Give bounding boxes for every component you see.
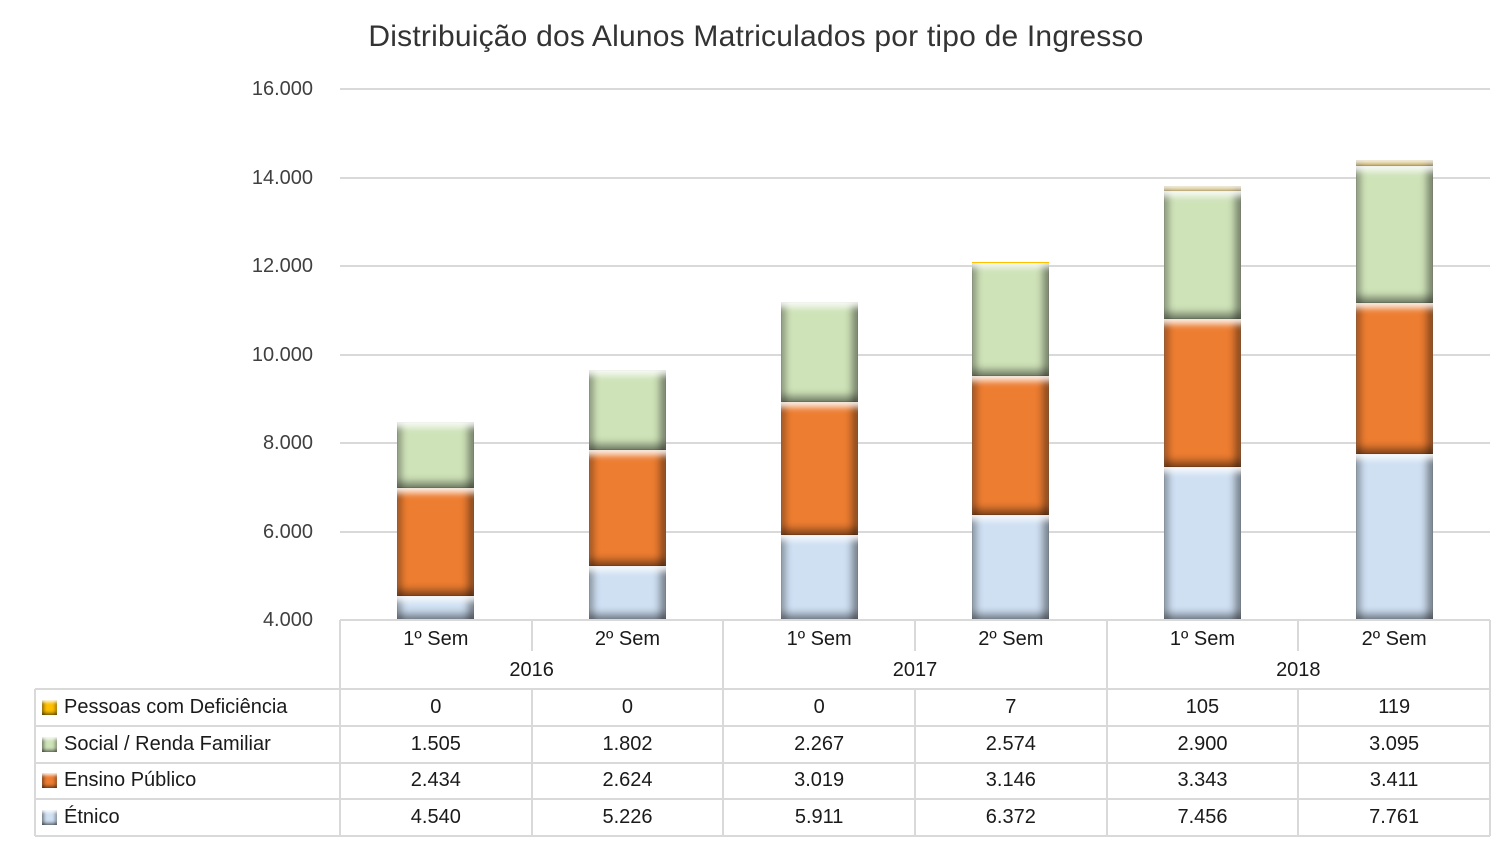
table-value-cell: 7.761 — [1369, 806, 1420, 829]
legend-marker-etnico-icon — [42, 810, 57, 826]
bar-segment-ensino-publico — [397, 488, 475, 597]
table-border — [34, 689, 36, 836]
y-axis-tick-label: 12.000 — [251, 255, 313, 277]
table-border — [339, 620, 341, 836]
table-value-cell: 2.574 — [985, 732, 1036, 755]
table-value-cell: 3.411 — [1369, 769, 1419, 792]
x-axis-semester-label: 1º Sem — [1169, 627, 1236, 650]
x-axis-semester-label: 2º Sem — [594, 627, 661, 650]
table-value-cell: 3.343 — [1177, 769, 1228, 792]
legend-series-label: Ensino Público — [64, 769, 197, 792]
bar-segment-etnico — [397, 596, 475, 620]
x-axis-semester-label: 2º Sem — [1361, 627, 1427, 650]
y-axis-tick-label: 10.000 — [251, 343, 313, 366]
table-value-cell: 0 — [430, 696, 442, 719]
legend-marker-social-renda-familiar-icon — [42, 736, 57, 752]
legend-series-label: Social / Renda Familiar — [64, 732, 271, 755]
gridline — [340, 265, 1490, 267]
gridline — [340, 88, 1490, 90]
table-value-cell: 2.900 — [1177, 732, 1228, 755]
bar-segment-social-renda-familiar — [780, 301, 858, 402]
table-value-cell: 4.540 — [410, 806, 461, 829]
table-value-cell: 2.267 — [794, 732, 845, 755]
table-border — [722, 620, 725, 836]
bar-segment-social-renda-familiar — [397, 421, 475, 489]
table-border — [1297, 620, 1300, 651]
gridline — [340, 353, 1490, 356]
legend-series-label: Étnico — [64, 806, 120, 829]
table-border — [35, 761, 1490, 764]
gridline — [340, 176, 1490, 179]
bar-segment-social-renda-familiar — [589, 369, 666, 450]
bar-segment-ensino-publico — [1164, 319, 1241, 468]
x-axis-semester-label: 1º Sem — [786, 627, 852, 650]
bar-segment-ensino-publico — [780, 401, 858, 536]
chart-title: Distribuição dos Alunos Matriculados por… — [368, 20, 1144, 53]
table-value-cell: 3.019 — [794, 769, 845, 792]
table-border — [1105, 620, 1108, 836]
y-axis-tick-label: 4.000 — [262, 609, 313, 631]
legend-series-label: Pessoas com Deficiência — [64, 696, 288, 719]
x-axis-year-label: 2018 — [1276, 658, 1321, 681]
table-value-cell: 3.095 — [1369, 732, 1420, 755]
table-value-cell: 5.911 — [794, 806, 844, 829]
bar-segment-etnico — [1164, 467, 1241, 620]
y-axis-tick-label: 16.000 — [251, 78, 313, 100]
bar-segment-social-renda-familiar — [972, 261, 1050, 376]
legend-marker-pessoas-com-deficiencia-icon — [42, 700, 57, 716]
y-axis-tick-label: 6.000 — [262, 520, 313, 543]
x-axis-year-label: 2016 — [509, 658, 554, 681]
table-value-cell: 5.226 — [602, 806, 653, 829]
table-value-cell: 7.456 — [1177, 806, 1228, 829]
table-value-cell: 7 — [1005, 696, 1017, 719]
bar-segment-pessoas-com-deficiencia — [1164, 186, 1241, 191]
table-value-cell: 2.434 — [410, 769, 461, 792]
table-value-cell: 119 — [1378, 696, 1411, 719]
x-axis-year-label: 2017 — [892, 658, 938, 681]
gridline — [340, 530, 1490, 533]
legend-marker-ensino-publico-icon — [42, 773, 57, 789]
bar-segment-pessoas-com-deficiencia — [1355, 160, 1433, 166]
table-border — [914, 689, 916, 836]
table-border — [35, 835, 1490, 837]
bar-segment-ensino-publico — [589, 449, 666, 566]
table-border — [530, 689, 533, 836]
table-border — [530, 620, 533, 651]
bar-segment-social-renda-familiar — [1164, 190, 1241, 320]
gridline — [340, 442, 1490, 444]
table-border — [914, 620, 916, 651]
table-value-cell: 1.505 — [410, 732, 461, 755]
bar-segment-ensino-publico — [1355, 302, 1433, 454]
y-axis-tick-label: 8.000 — [262, 432, 313, 454]
table-value-cell: 2.624 — [602, 769, 653, 792]
table-border — [35, 724, 1490, 727]
bar-segment-etnico — [1355, 453, 1433, 620]
table-border — [35, 688, 1490, 691]
table-border — [1489, 620, 1491, 836]
bar-segment-etnico — [589, 565, 666, 620]
table-value-cell: 0 — [813, 696, 825, 719]
table-value-cell: 0 — [621, 696, 634, 719]
table-value-cell: 3.146 — [985, 769, 1036, 792]
table-border — [1297, 689, 1300, 836]
bar-segment-etnico — [780, 535, 858, 620]
x-axis-semester-label: 2º Sem — [978, 627, 1044, 650]
table-border — [35, 798, 1490, 801]
bar-segment-social-renda-familiar — [1355, 165, 1433, 303]
table-value-cell: 6.372 — [985, 806, 1036, 829]
bar-segment-ensino-publico — [972, 375, 1050, 516]
bar-segment-etnico — [972, 515, 1050, 620]
y-axis-tick-label: 14.000 — [251, 166, 313, 189]
table-value-cell: 1.802 — [602, 732, 653, 755]
x-axis-semester-label: 1º Sem — [403, 627, 469, 650]
table-value-cell: 105 — [1185, 696, 1220, 719]
